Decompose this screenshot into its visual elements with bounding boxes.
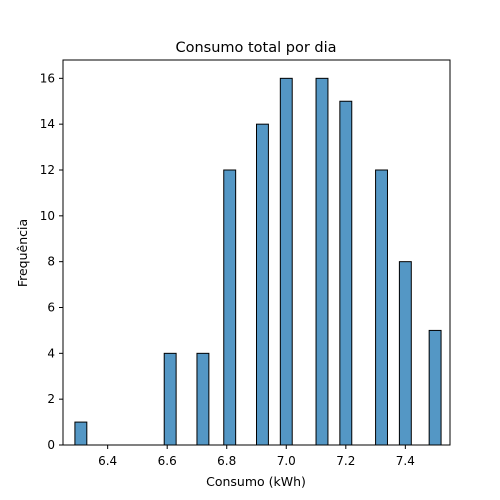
histogram-bar-0 (74, 421, 88, 446)
histogram-bar-2 (196, 352, 210, 446)
x-tick-label: 6.6 (158, 454, 177, 468)
x-tick-label: 6.4 (98, 454, 117, 468)
y-tick-label: 12 (40, 163, 55, 177)
x-tick-label: 7.0 (277, 454, 296, 468)
histogram-bar-8 (375, 169, 388, 446)
x-tick-label: 7.2 (336, 454, 355, 468)
y-axis-ticks: 0 2 4 6 8 10 12 14 16 (40, 71, 63, 452)
y-tick-label: 16 (40, 71, 55, 85)
x-axis-label: Consumo (kWh) (206, 474, 306, 489)
y-tick-label: 14 (40, 117, 55, 131)
x-tick-label: 6.8 (217, 454, 236, 468)
x-axis-ticks: 6.4 6.6 6.8 7.0 7.2 7.4 (98, 445, 415, 468)
y-tick-label: 2 (47, 392, 55, 406)
histogram-bar-10 (428, 329, 442, 446)
y-axis-label: Frequência (15, 219, 30, 287)
histogram-bar-6 (315, 77, 329, 446)
y-tick-label: 4 (47, 346, 55, 360)
y-tick-label: 0 (47, 438, 55, 452)
plot-frame (62, 59, 451, 446)
histogram-bar-1 (163, 352, 177, 446)
y-tick-label: 6 (47, 301, 55, 315)
y-tick-label: 8 (47, 255, 55, 269)
histogram-bar-9 (398, 261, 412, 446)
histogram-bar-4 (256, 123, 269, 446)
histogram-bar-5 (279, 77, 293, 446)
histogram-bar-3 (223, 169, 237, 446)
histogram-bar-7 (339, 100, 353, 446)
x-tick-label: 7.4 (396, 454, 415, 468)
y-tick-label: 10 (40, 209, 55, 223)
chart-title: Consumo total por dia (175, 40, 336, 56)
bars-group (74, 77, 442, 446)
